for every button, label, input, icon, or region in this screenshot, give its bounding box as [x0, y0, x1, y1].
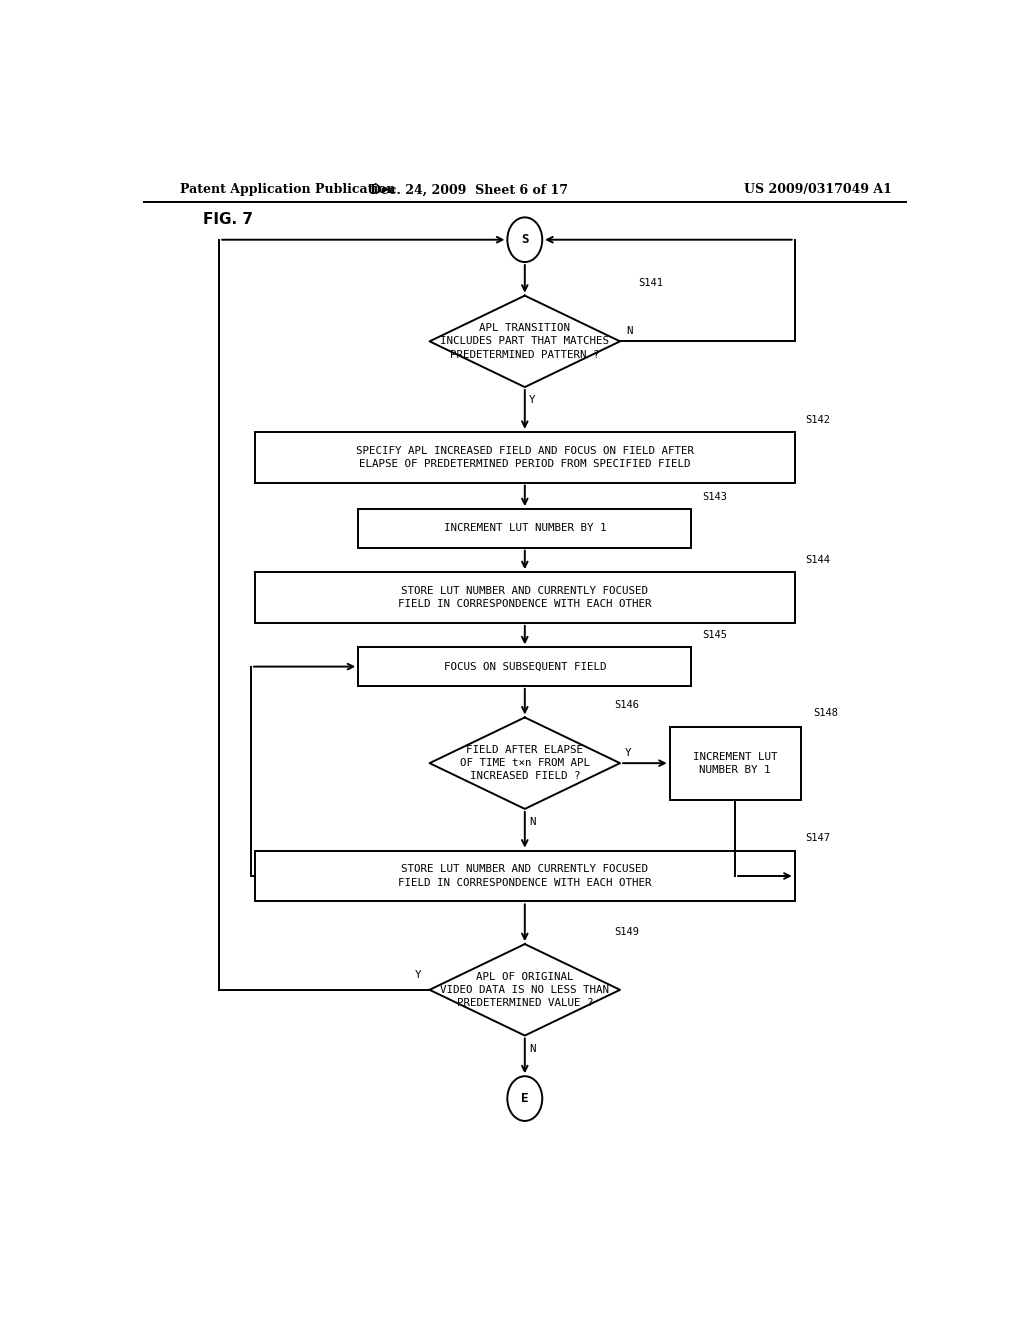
Text: INCREMENT LUT
NUMBER BY 1: INCREMENT LUT NUMBER BY 1 [693, 751, 777, 775]
Text: FOCUS ON SUBSEQUENT FIELD: FOCUS ON SUBSEQUENT FIELD [443, 661, 606, 672]
Text: FIG. 7: FIG. 7 [204, 213, 253, 227]
Text: SPECIFY APL INCREASED FIELD AND FOCUS ON FIELD AFTER
ELAPSE OF PREDETERMINED PER: SPECIFY APL INCREASED FIELD AND FOCUS ON… [355, 446, 694, 469]
Text: N: N [528, 817, 536, 828]
Text: Dec. 24, 2009  Sheet 6 of 17: Dec. 24, 2009 Sheet 6 of 17 [371, 183, 568, 197]
Text: S146: S146 [614, 701, 639, 710]
Text: APL OF ORIGINAL
VIDEO DATA IS NO LESS THAN
PREDETERMINED VALUE ?: APL OF ORIGINAL VIDEO DATA IS NO LESS TH… [440, 972, 609, 1008]
Bar [358, 510, 691, 548]
Text: S142: S142 [805, 414, 829, 425]
Text: STORE LUT NUMBER AND CURRENTLY FOCUSED
FIELD IN CORRESPONDENCE WITH EACH OTHER: STORE LUT NUMBER AND CURRENTLY FOCUSED F… [398, 586, 651, 609]
Text: S149: S149 [614, 927, 639, 937]
Text: S144: S144 [805, 554, 829, 565]
Text: S143: S143 [701, 492, 727, 502]
Text: E: E [521, 1092, 528, 1105]
Text: FIELD AFTER ELAPSE
OF TIME t×n FROM APL
INCREASED FIELD ?: FIELD AFTER ELAPSE OF TIME t×n FROM APL … [460, 744, 590, 781]
Text: N: N [528, 1044, 536, 1053]
Text: US 2009/0317049 A1: US 2009/0317049 A1 [744, 183, 892, 197]
Text: Y: Y [528, 395, 536, 405]
Bar [255, 432, 795, 483]
Text: S148: S148 [813, 709, 838, 718]
Text: APL TRANSITION
INCLUDES PART THAT MATCHES
PREDETERMINED PATTERN ?: APL TRANSITION INCLUDES PART THAT MATCHE… [440, 323, 609, 359]
Text: Patent Application Publication: Patent Application Publication [179, 183, 395, 197]
Text: N: N [627, 326, 633, 337]
Text: S147: S147 [805, 833, 829, 843]
Text: S: S [521, 234, 528, 247]
Text: Y: Y [625, 748, 631, 758]
Text: STORE LUT NUMBER AND CURRENTLY FOCUSED
FIELD IN CORRESPONDENCE WITH EACH OTHER: STORE LUT NUMBER AND CURRENTLY FOCUSED F… [398, 865, 651, 887]
Bar [255, 572, 795, 623]
Bar [670, 726, 801, 800]
Text: S141: S141 [638, 279, 664, 289]
Text: S145: S145 [701, 630, 727, 640]
Bar [255, 850, 795, 902]
Text: Y: Y [415, 970, 422, 979]
Bar [358, 647, 691, 686]
Text: INCREMENT LUT NUMBER BY 1: INCREMENT LUT NUMBER BY 1 [443, 523, 606, 533]
